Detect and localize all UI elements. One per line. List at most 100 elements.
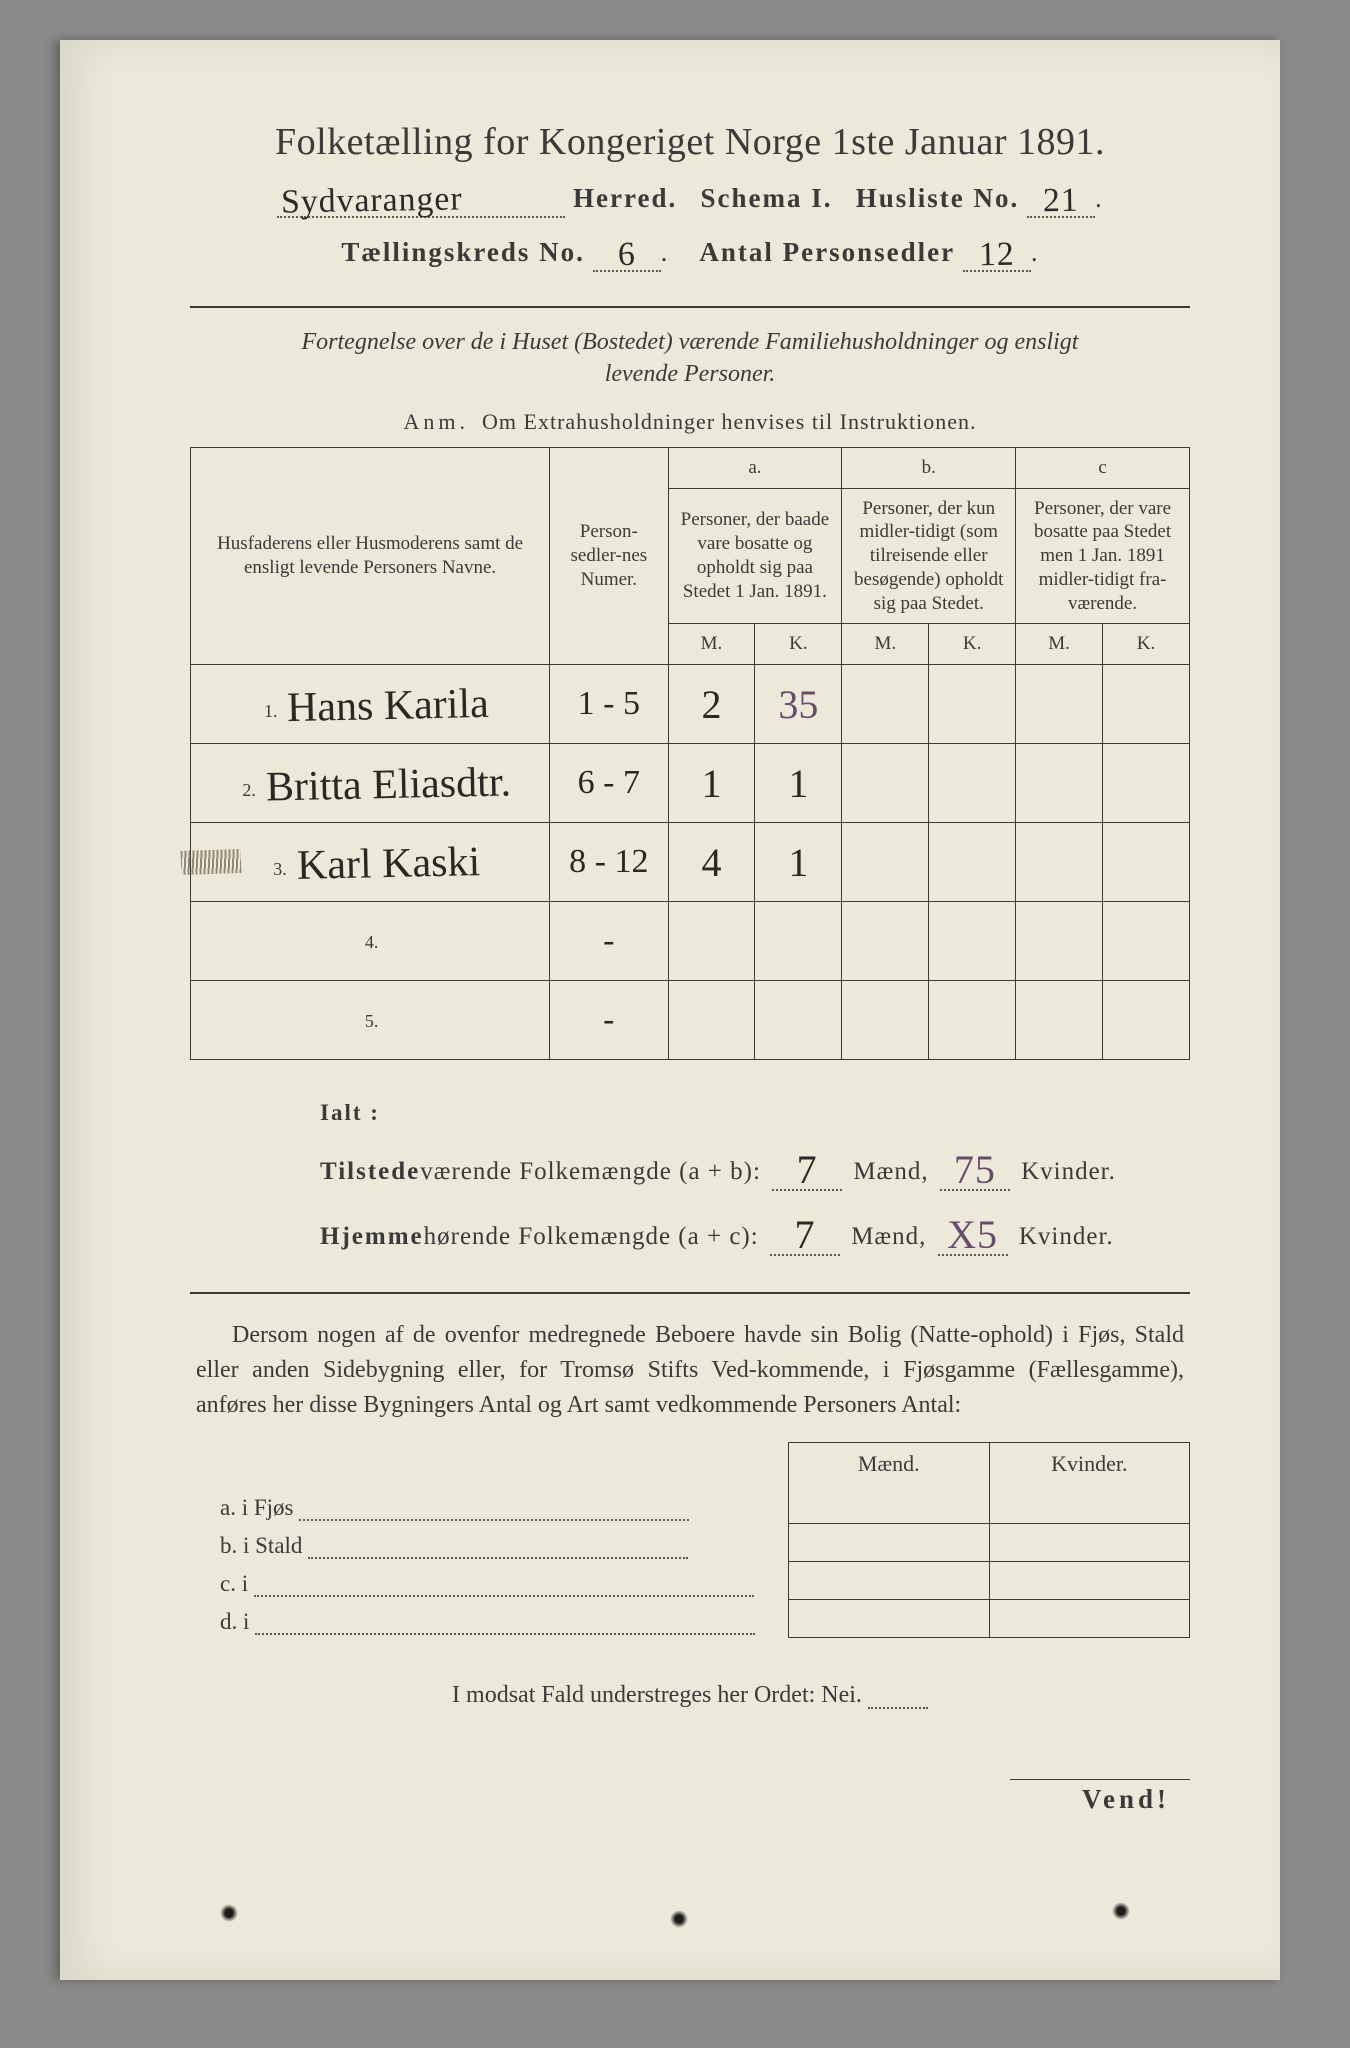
kreds-no-hw: 6 bbox=[617, 236, 636, 274]
sub-th-blank bbox=[190, 1443, 789, 1486]
vend-label: Vend! bbox=[1010, 1779, 1190, 1815]
schema-label: Schema I. bbox=[700, 183, 832, 213]
data-cell: 35 bbox=[755, 665, 842, 744]
th-b-text: Personer, der kun midler-tidigt (som til… bbox=[842, 488, 1016, 624]
herred-label: Herred. bbox=[573, 183, 677, 213]
totals-section: Ialt : Tilstedeværende Folkemængde (a + … bbox=[190, 1100, 1190, 1256]
th-am: M. bbox=[668, 624, 755, 665]
row-number: 1. bbox=[264, 701, 278, 721]
tilstede-a: Tilstede bbox=[320, 1158, 420, 1185]
th-cm: M. bbox=[1016, 624, 1103, 665]
kvinder-label: Kvinder. bbox=[1021, 1158, 1116, 1185]
hjemme-a: Hjemme bbox=[320, 1223, 424, 1250]
table-row: 2.Britta Eliasdtr.6 - 711 bbox=[191, 744, 1190, 823]
numer-handwritten: 6 - 7 bbox=[578, 764, 640, 801]
cell-handwritten: 1 bbox=[701, 761, 721, 806]
scribble-mark bbox=[181, 849, 242, 875]
sub-kvinder-cell bbox=[989, 1599, 1189, 1637]
name-cell: 2. Britta Eliasdtr. bbox=[191, 744, 550, 823]
husliste-label: Husliste No. bbox=[856, 183, 1020, 213]
subtitle-line-2: levende Personer. bbox=[605, 361, 776, 387]
sub-maend-cell bbox=[789, 1599, 989, 1637]
hjemme-m-hw: 7 bbox=[794, 1211, 815, 1258]
sub-kvinder-cell bbox=[989, 1485, 1189, 1523]
sub-label-cell: c. i bbox=[190, 1561, 789, 1599]
tilstede-row: Tilstedeværende Folkemængde (a + b): 7 M… bbox=[320, 1142, 1190, 1191]
dotline bbox=[255, 1610, 755, 1635]
tilstede-k-hw: 75 bbox=[954, 1146, 996, 1193]
data-cell bbox=[1016, 744, 1103, 823]
th-ak: K. bbox=[755, 624, 842, 665]
th-numer: Person-sedler-nes Numer. bbox=[550, 447, 668, 664]
numer-handwritten: 1 - 5 bbox=[578, 685, 640, 722]
dotline bbox=[308, 1534, 688, 1559]
data-cell bbox=[842, 665, 929, 744]
sub-label-cell: d. i bbox=[190, 1599, 789, 1637]
data-cell bbox=[929, 902, 1016, 981]
row-number: 2. bbox=[242, 780, 256, 800]
data-cell bbox=[668, 981, 755, 1060]
row-number: 5. bbox=[365, 1011, 379, 1031]
numer-handwritten: - bbox=[603, 922, 614, 959]
data-cell bbox=[929, 981, 1016, 1060]
data-cell bbox=[1103, 744, 1190, 823]
name-cell: 4. bbox=[191, 902, 550, 981]
sub-label-cell: a. i Fjøs bbox=[190, 1485, 789, 1523]
data-cell bbox=[842, 744, 929, 823]
numer-handwritten: - bbox=[603, 1001, 614, 1038]
sub-th-maend: Mænd. bbox=[789, 1443, 989, 1486]
cell-handwritten: 4 bbox=[701, 840, 721, 885]
subtitle: Fortegnelse over de i Huset (Bostedet) v… bbox=[190, 326, 1190, 391]
sub-label: a. i Fjøs bbox=[220, 1495, 299, 1520]
ialt-label: Ialt : bbox=[320, 1100, 1190, 1126]
th-bk: K. bbox=[929, 624, 1016, 665]
tilstede-m-field: 7 bbox=[772, 1142, 842, 1191]
hjemme-k-hw: X5 bbox=[947, 1211, 998, 1258]
data-cell bbox=[1103, 823, 1190, 902]
antal-label: Antal Personsedler bbox=[699, 237, 955, 267]
main-table: Husfaderens eller Husmoderens samt de en… bbox=[190, 447, 1190, 1060]
data-cell: 1 bbox=[668, 744, 755, 823]
kreds-no-field: 6 bbox=[593, 232, 661, 272]
numer-cell: 1 - 5 bbox=[550, 665, 668, 744]
name-cell: 1.Hans Karila bbox=[191, 665, 550, 744]
name-handwritten: Britta Eliasdtr. bbox=[265, 758, 511, 811]
sub-kvinder-cell bbox=[989, 1561, 1189, 1599]
kreds-label: Tællingskreds No. bbox=[341, 237, 585, 267]
anm-text: Om Extrahusholdninger henvises til Instr… bbox=[482, 409, 976, 434]
data-cell bbox=[1103, 665, 1190, 744]
header-line-3: Tællingskreds No. 6. Antal Personsedler … bbox=[190, 232, 1190, 272]
kvinder-label-2: Kvinder. bbox=[1019, 1223, 1114, 1250]
numer-cell: - bbox=[550, 902, 668, 981]
th-ck: K. bbox=[1103, 624, 1190, 665]
herred-handwritten: Sydvaranger bbox=[281, 180, 463, 221]
table-row: 5. - bbox=[191, 981, 1190, 1060]
row-number: 4. bbox=[365, 932, 379, 952]
dotline bbox=[299, 1496, 689, 1521]
sub-maend-cell bbox=[789, 1485, 989, 1523]
hjemme-b: hørende Folkemængde (a + c): bbox=[424, 1223, 759, 1250]
data-cell bbox=[842, 902, 929, 981]
anm-label: Anm. bbox=[404, 409, 470, 434]
data-cell bbox=[929, 744, 1016, 823]
sub-maend-cell bbox=[789, 1561, 989, 1599]
page-title: Folketælling for Kongeriget Norge 1ste J… bbox=[190, 120, 1190, 164]
sub-th-kvinder: Kvinder. bbox=[989, 1443, 1189, 1486]
sub-label-cell: b. i Stald bbox=[190, 1523, 789, 1561]
sub-label: d. i bbox=[220, 1609, 255, 1634]
antal-field: 12 bbox=[963, 232, 1031, 272]
sub-maend-cell bbox=[789, 1523, 989, 1561]
th-b-label: b. bbox=[842, 447, 1016, 488]
name-cell: 5. bbox=[191, 981, 550, 1060]
data-cell bbox=[668, 902, 755, 981]
hjemme-k-field: X5 bbox=[938, 1207, 1008, 1256]
data-cell bbox=[1016, 902, 1103, 981]
data-cell bbox=[1016, 665, 1103, 744]
th-bm: M. bbox=[842, 624, 929, 665]
table-row: 1.Hans Karila1 - 5235 bbox=[191, 665, 1190, 744]
data-cell bbox=[842, 823, 929, 902]
husliste-no-field: 21 bbox=[1027, 178, 1095, 218]
separator-2 bbox=[190, 1292, 1190, 1294]
row-number: 3. bbox=[273, 859, 287, 879]
bolig-paragraph: Dersom nogen af de ovenfor medregnede Be… bbox=[190, 1318, 1190, 1422]
